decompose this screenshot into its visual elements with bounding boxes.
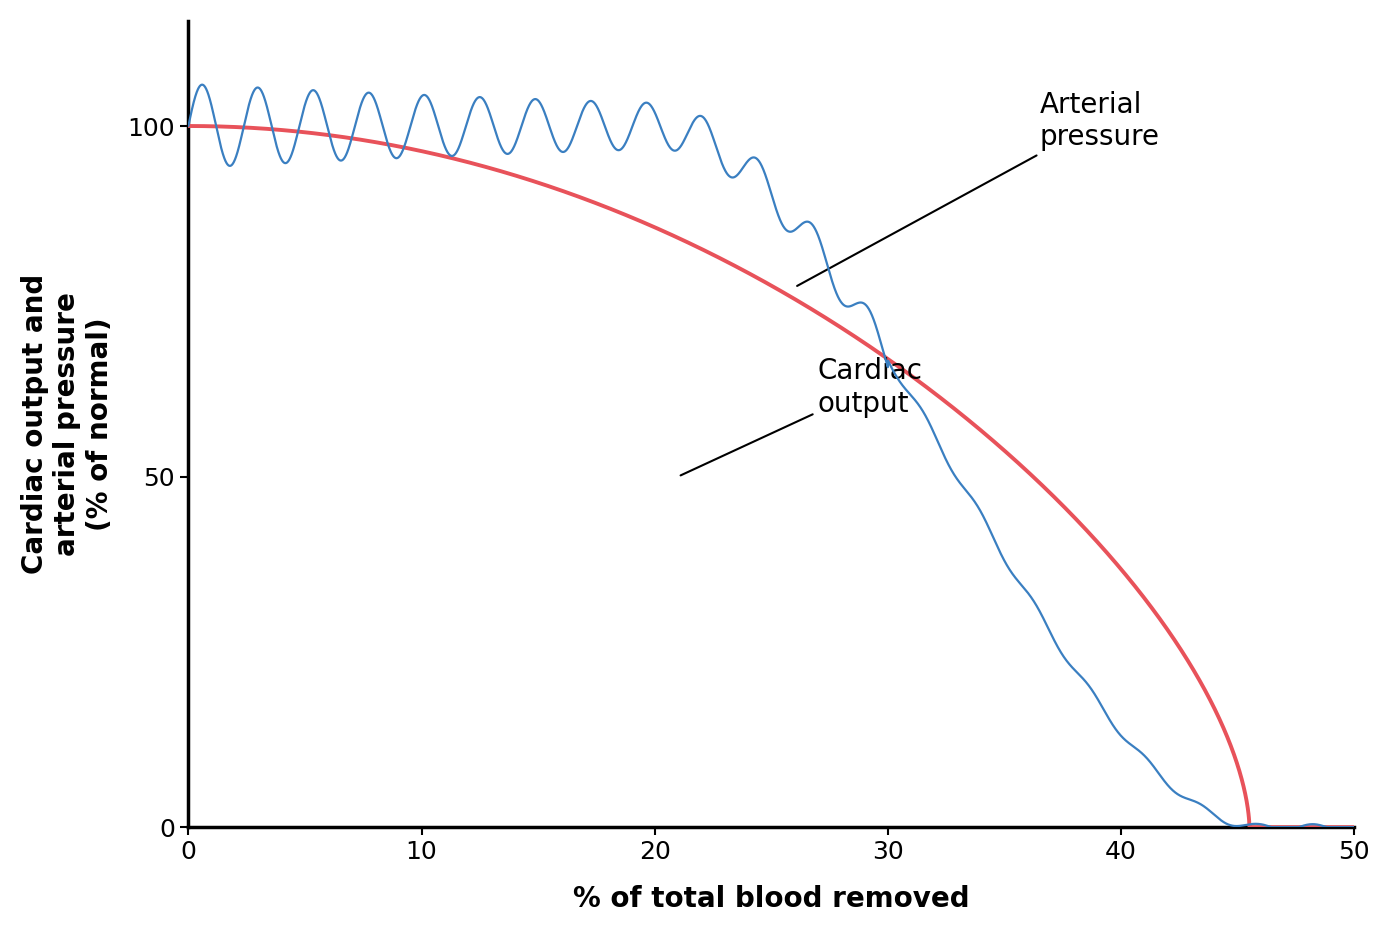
Text: Arterial
pressure: Arterial pressure [797,91,1160,286]
Text: Cardiac
output: Cardiac output [680,358,924,475]
X-axis label: % of total blood removed: % of total blood removed [573,885,970,913]
Y-axis label: Cardiac output and
arterial pressure
(% of normal): Cardiac output and arterial pressure (% … [21,274,114,574]
